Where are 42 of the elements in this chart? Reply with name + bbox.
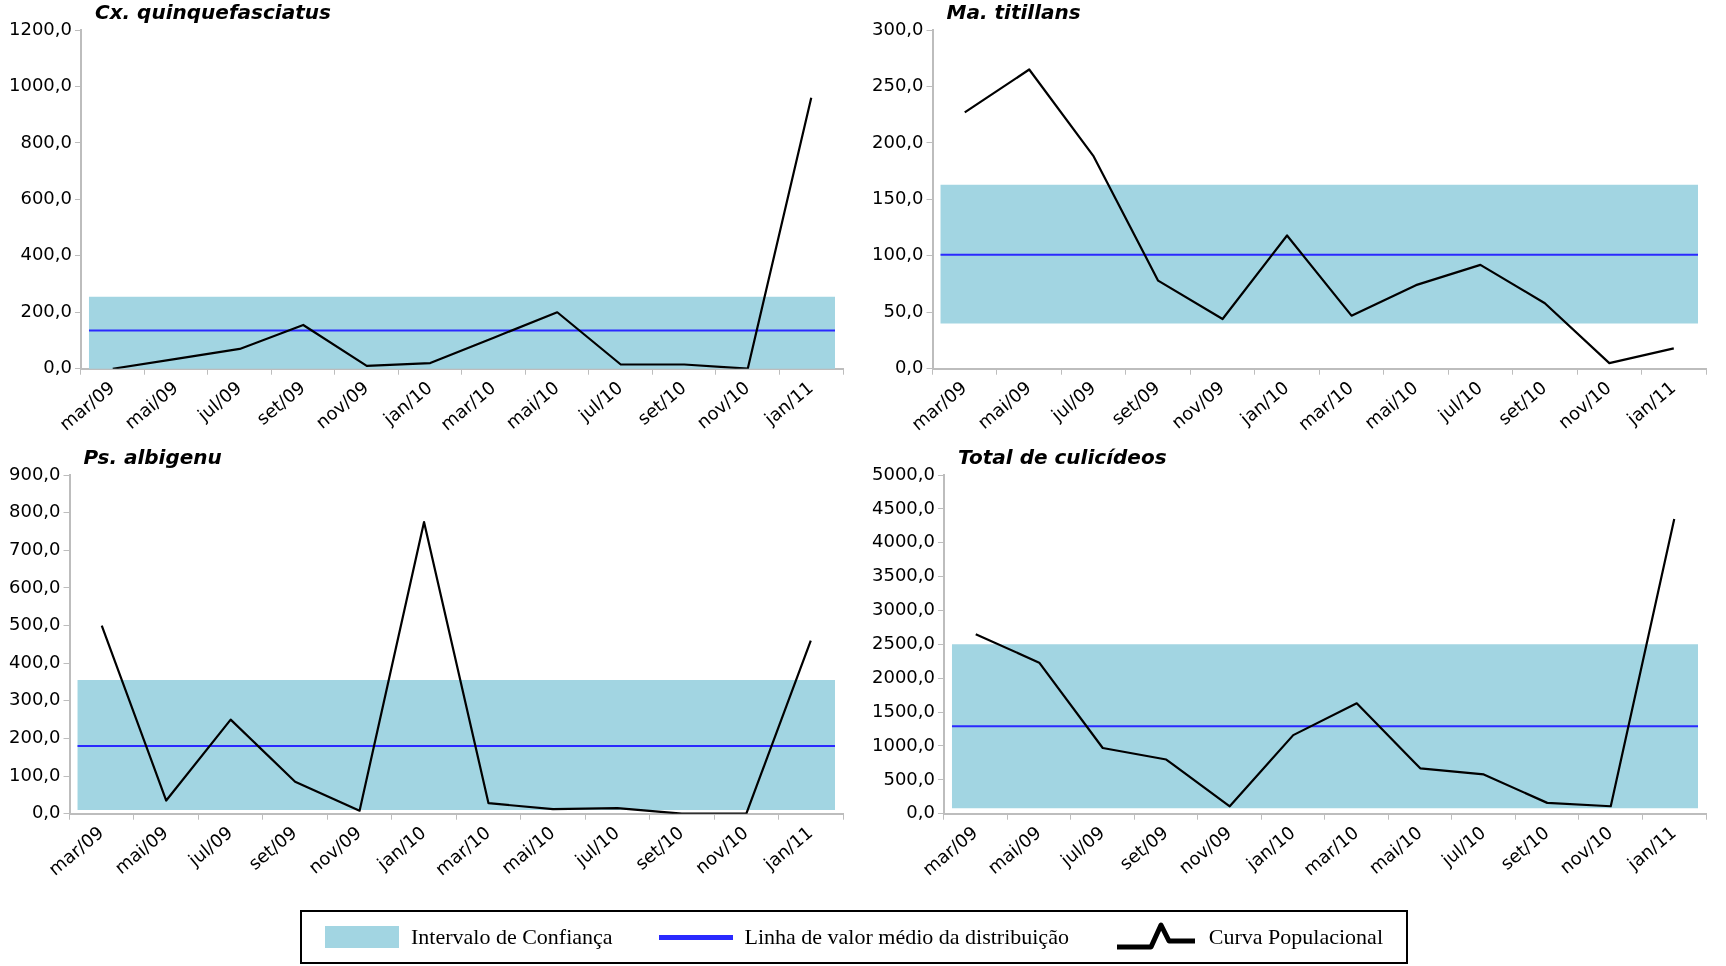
y-tick-label: 1000,0 bbox=[872, 733, 935, 755]
y-tick-label: 0,0 bbox=[43, 356, 72, 378]
y-tick-label: 5000,0 bbox=[872, 462, 935, 484]
y-tick-label: 150,0 bbox=[872, 187, 924, 209]
y-tick-label: 100,0 bbox=[9, 763, 61, 785]
y-tick-label: 700,0 bbox=[9, 537, 61, 559]
y-tick-label: 0,0 bbox=[31, 801, 61, 823]
y-tick-label: 1000,0 bbox=[9, 74, 72, 96]
y-tick-label: 0,0 bbox=[894, 356, 924, 378]
y-tick-label: 2500,0 bbox=[872, 632, 935, 654]
chart-title: Cx. quinquefasciatus bbox=[94, 0, 331, 25]
legend-label: Intervalo de Confiança bbox=[410, 924, 613, 950]
legend-label: Curva Populacional bbox=[1208, 924, 1383, 950]
y-tick-label: 600,0 bbox=[20, 187, 72, 209]
chart-title: Total de culicídeos bbox=[957, 445, 1167, 470]
y-tick-label: 500,0 bbox=[883, 767, 935, 789]
y-tick-label: 800,0 bbox=[20, 130, 72, 152]
y-tick-label: 200,0 bbox=[872, 130, 924, 152]
y-tick-label: 300,0 bbox=[9, 688, 61, 710]
y-tick-label: 500,0 bbox=[9, 613, 61, 635]
y-tick-label: 600,0 bbox=[9, 575, 61, 597]
y-tick-label: 400,0 bbox=[20, 243, 72, 265]
legend-label: Linha de valor médio da distribuição bbox=[744, 924, 1069, 950]
y-tick-label: 400,0 bbox=[9, 650, 61, 672]
y-tick-label: 0,0 bbox=[906, 801, 935, 823]
y-tick-label: 2000,0 bbox=[872, 665, 935, 687]
y-tick-label: 1500,0 bbox=[872, 699, 935, 721]
y-tick-label: 300,0 bbox=[872, 17, 924, 39]
y-tick-label: 4500,0 bbox=[872, 496, 935, 518]
y-tick-label: 100,0 bbox=[872, 243, 924, 265]
y-tick-label: 3500,0 bbox=[872, 564, 935, 586]
y-tick-label: 50,0 bbox=[883, 299, 924, 321]
y-tick-label: 4000,0 bbox=[872, 530, 935, 552]
y-tick-label: 800,0 bbox=[9, 500, 61, 522]
chart-title: Ma. titillans bbox=[946, 0, 1081, 25]
y-tick-label: 200,0 bbox=[20, 299, 72, 321]
y-tick-label: 1200,0 bbox=[9, 17, 72, 39]
y-tick-label: 900,0 bbox=[9, 462, 61, 484]
y-tick-label: 3000,0 bbox=[872, 598, 935, 620]
y-tick-label: 200,0 bbox=[9, 726, 61, 748]
y-tick-label: 250,0 bbox=[872, 74, 924, 96]
chart-title: Ps. albigenu bbox=[83, 445, 222, 470]
